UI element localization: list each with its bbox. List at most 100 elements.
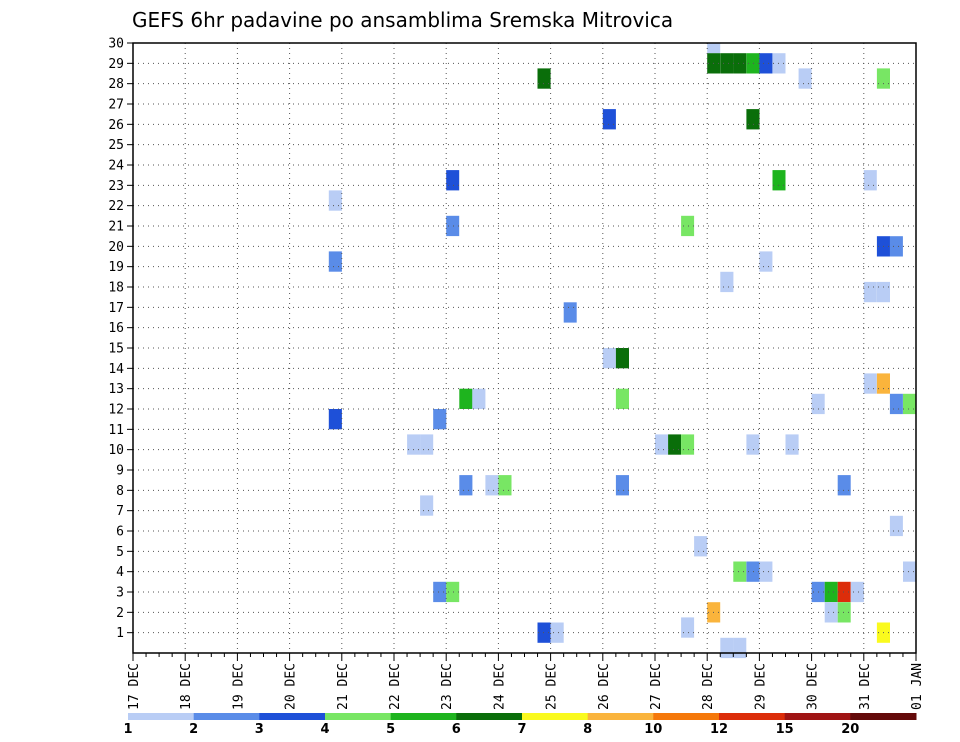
data-cell — [720, 637, 734, 659]
y-tick-label: 2 — [116, 606, 124, 621]
x-tick-label: 23 DEC — [440, 663, 455, 710]
data-cell — [720, 53, 734, 74]
data-cell — [798, 68, 812, 89]
color-legend: 1 2 3 4 5 6 7 8 10 12 15 20 — [123, 713, 917, 737]
y-tick-label: 9 — [116, 464, 124, 479]
legend-label: 5 — [386, 722, 395, 737]
y-tick-label: 18 — [108, 281, 124, 296]
y-tick-label: 1 — [116, 626, 124, 641]
data-cell — [615, 348, 629, 369]
legend-swatch — [325, 713, 392, 720]
y-tick-label: 17 — [108, 301, 124, 316]
data-cell — [694, 536, 708, 557]
data-cell — [824, 581, 838, 603]
x-tick-label: 22 DEC — [388, 663, 403, 710]
data-cell — [655, 434, 669, 455]
data-cell — [746, 53, 760, 74]
y-tick-label: 28 — [108, 77, 124, 92]
y-tick-label: 4 — [116, 565, 124, 580]
y-tick-label: 16 — [108, 321, 124, 336]
x-tick-label: 25 DEC — [545, 663, 560, 710]
legend-swatch — [587, 713, 654, 720]
legend-swatch — [522, 713, 589, 720]
data-cell — [681, 434, 695, 455]
data-cell — [785, 434, 799, 455]
data-cell — [863, 373, 877, 394]
y-tick-label: 20 — [108, 240, 124, 255]
data-cell — [811, 393, 825, 415]
y-tick-label: 7 — [116, 504, 124, 519]
x-tick-label: 28 DEC — [701, 663, 716, 710]
y-tick-label: 12 — [108, 403, 124, 418]
y-tick-label: 10 — [108, 443, 124, 458]
y-tick-label: 21 — [108, 220, 124, 235]
x-tick-label: 26 DEC — [597, 663, 612, 710]
y-tick-label: 22 — [108, 199, 124, 214]
data-cell — [876, 281, 890, 303]
legend-swatch — [719, 713, 786, 720]
legend-swatch — [784, 713, 851, 720]
data-cell — [328, 251, 342, 272]
data-cell — [759, 561, 773, 582]
data-cell — [759, 53, 773, 74]
legend-label: 15 — [776, 722, 794, 737]
data-cell — [615, 475, 629, 496]
data-cell — [407, 434, 421, 455]
data-cell — [459, 388, 473, 409]
data-cell — [681, 617, 695, 638]
data-cell — [759, 251, 773, 272]
legend-label: 3 — [255, 722, 264, 737]
data-cell — [668, 434, 682, 455]
y-tick-label: 25 — [108, 138, 124, 153]
data-cell — [328, 409, 342, 430]
y-tick-label: 27 — [108, 98, 124, 113]
data-cell — [733, 637, 747, 659]
x-tick-label: 24 DEC — [492, 663, 507, 710]
data-cell — [433, 581, 447, 603]
y-tick-label: 29 — [108, 57, 124, 72]
data-cell — [472, 388, 486, 409]
data-cell — [446, 215, 460, 237]
data-cell — [903, 561, 916, 582]
x-tick-label: 17 DEC — [127, 663, 142, 710]
chart-title: GEFS 6hr padavine po ansamblima Sremska … — [132, 8, 673, 32]
data-cell — [863, 281, 877, 303]
data-cell — [681, 215, 695, 237]
x-tick-label: 20 DEC — [284, 663, 299, 710]
data-cell — [459, 475, 473, 496]
data-cell — [498, 475, 512, 496]
y-tick-label: 26 — [108, 118, 124, 133]
data-cell — [876, 68, 890, 89]
data-cell — [903, 393, 916, 415]
legend-label: 2 — [189, 722, 198, 737]
data-cell — [615, 388, 629, 409]
data-cell — [602, 109, 616, 130]
legend-swatch — [653, 713, 720, 720]
data-cell — [837, 475, 851, 496]
x-tick-label: 30 DEC — [806, 663, 821, 710]
legend-swatch — [193, 713, 260, 720]
legend-label: 6 — [452, 722, 461, 737]
data-cell — [850, 581, 864, 603]
grid-layer — [133, 43, 916, 653]
y-tick-label: 24 — [108, 159, 124, 174]
data-cell — [420, 434, 434, 455]
legend-label: 1 — [123, 722, 132, 737]
data-cell — [837, 581, 851, 603]
data-cell — [537, 622, 551, 643]
data-cell — [733, 561, 747, 582]
legend-label: 7 — [517, 722, 526, 737]
cells-layer — [328, 43, 916, 659]
x-tick-label: 19 DEC — [231, 663, 246, 710]
data-cell — [563, 302, 577, 323]
legend-swatch — [850, 713, 917, 720]
y-axis: 1234567891011121314151617181920212223242… — [108, 37, 133, 641]
data-cell — [746, 434, 760, 455]
y-tick-label: 5 — [116, 545, 124, 560]
x-tick-label: 29 DEC — [753, 663, 768, 710]
data-cell — [537, 68, 551, 89]
x-axis: 17 DEC 18 DEC 19 DEC 20 DEC 21 DEC 22 DEC 23 D… — [127, 653, 925, 710]
data-cell — [328, 190, 342, 211]
y-tick-label: 11 — [108, 423, 124, 438]
y-tick-label: 15 — [108, 342, 124, 357]
